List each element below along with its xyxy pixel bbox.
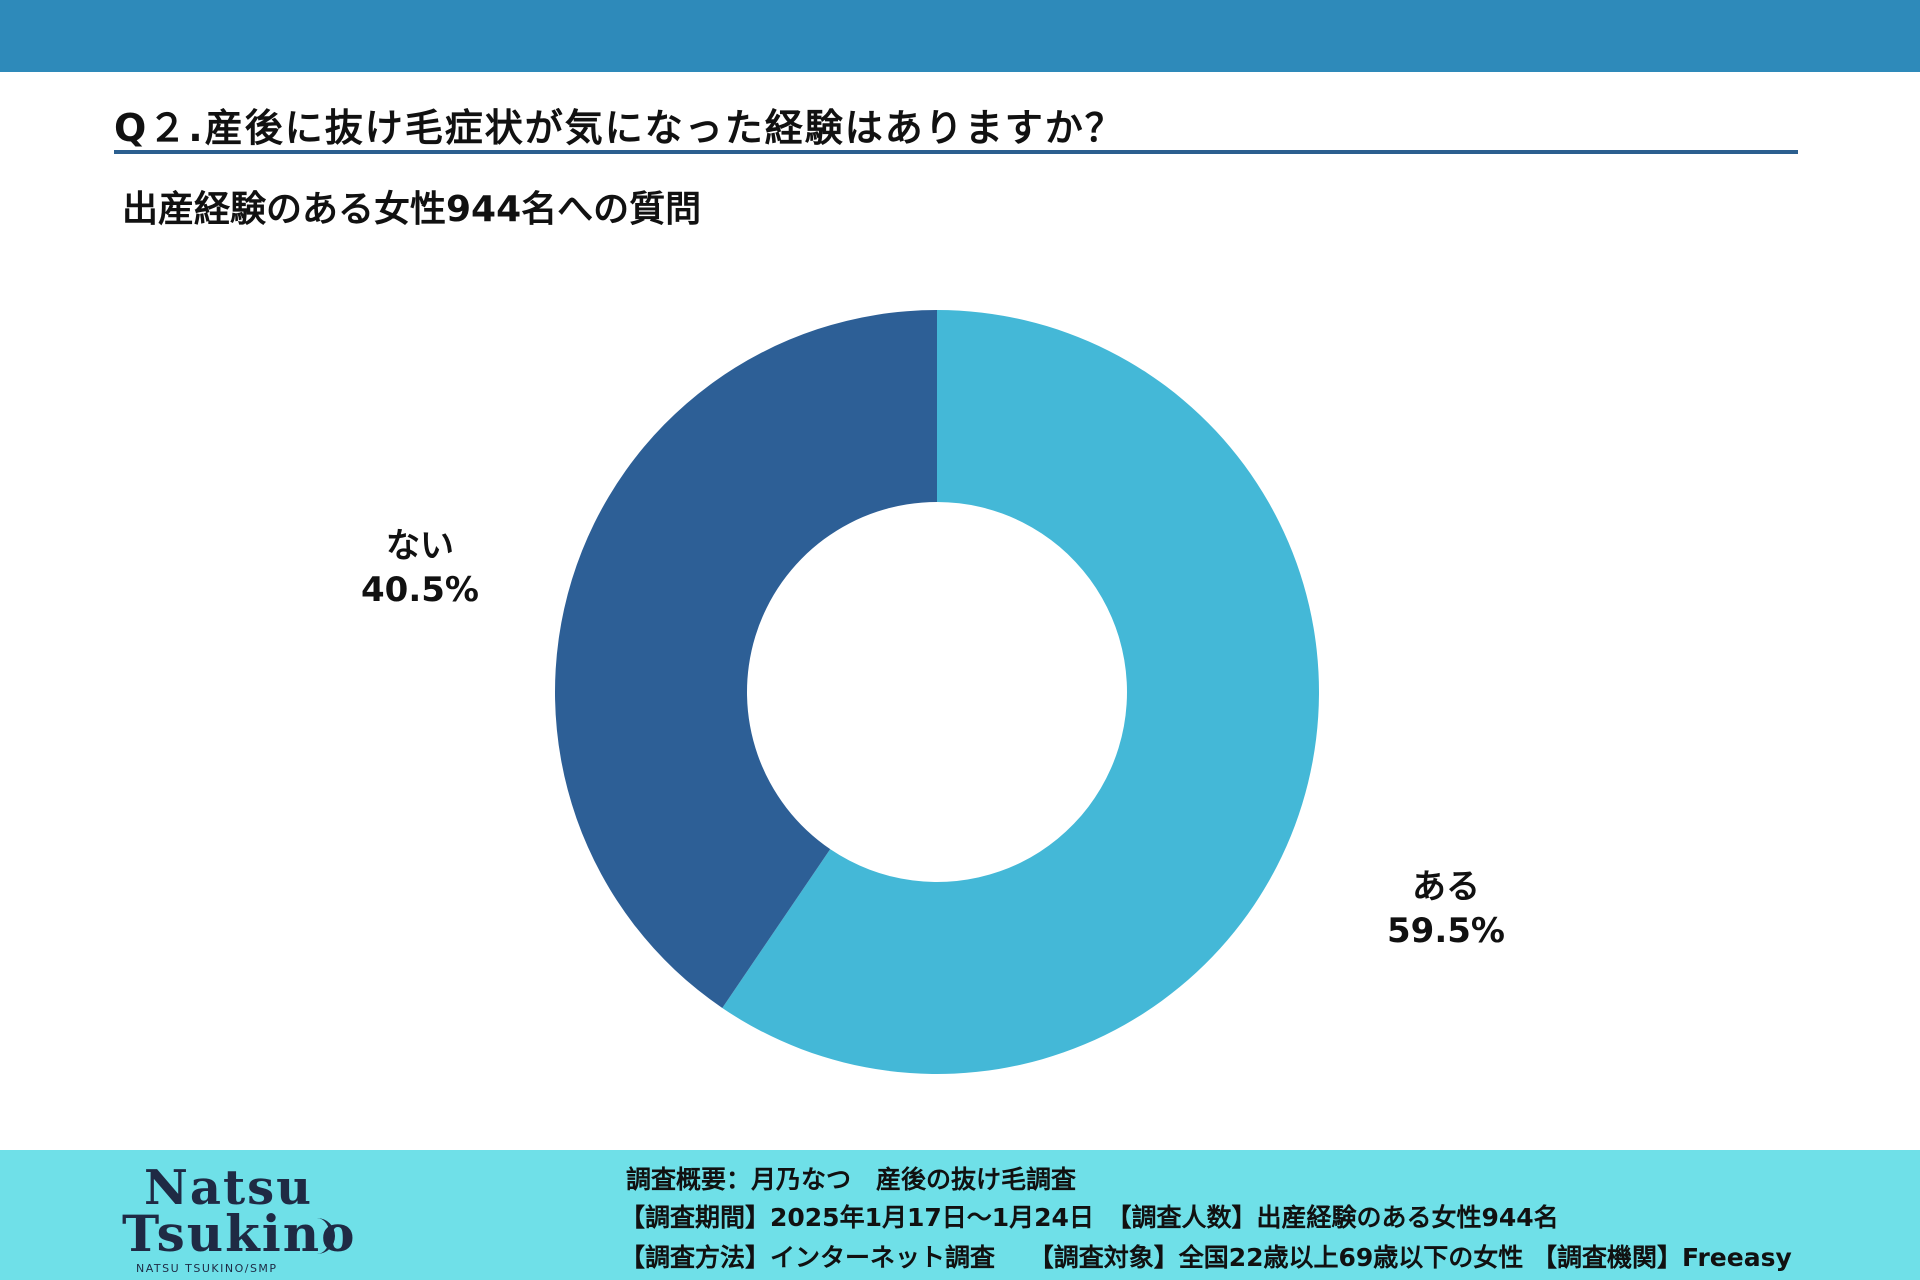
slice-percent-label: 40.5%	[361, 570, 479, 610]
crescent-moon-icon	[316, 1218, 335, 1254]
question-title: Q２.産後に抜け毛症状が気になった経験はありますか？	[114, 106, 1125, 150]
footer-band	[0, 1150, 1920, 1280]
survey-period-and-count: 【調査期間】2025年1月17日～1月24日 【調査人数】出産経験のある女性94…	[620, 1203, 1559, 1232]
survey-overview: 調査概要：月乃なつ 産後の抜け毛調査	[626, 1165, 1077, 1194]
donut-slice-no	[555, 309, 937, 1008]
title-underline	[114, 150, 1798, 154]
logo-line1: Natsu	[144, 1160, 314, 1216]
logo-subtext: NATSU TSUKINO/SMP	[136, 1262, 278, 1275]
slice-category-label: ある	[1412, 867, 1480, 907]
brand-logo: Natsu Tsukino NATSU TSUKINO/SMP	[122, 1160, 354, 1275]
chart-subtitle: 出産経験のある女性944名への質問	[122, 189, 702, 230]
slice-percent-label: 59.5%	[1387, 911, 1505, 951]
donut-slice-yes	[722, 309, 1320, 1074]
top-banner	[0, 0, 1920, 72]
slice-category-label: ない	[386, 526, 454, 566]
survey-method-target-org: 【調査方法】インターネット調査 【調査対象】全国22歳以上69歳以下の女性 【調…	[620, 1243, 1792, 1272]
donut-slices	[555, 309, 1320, 1074]
